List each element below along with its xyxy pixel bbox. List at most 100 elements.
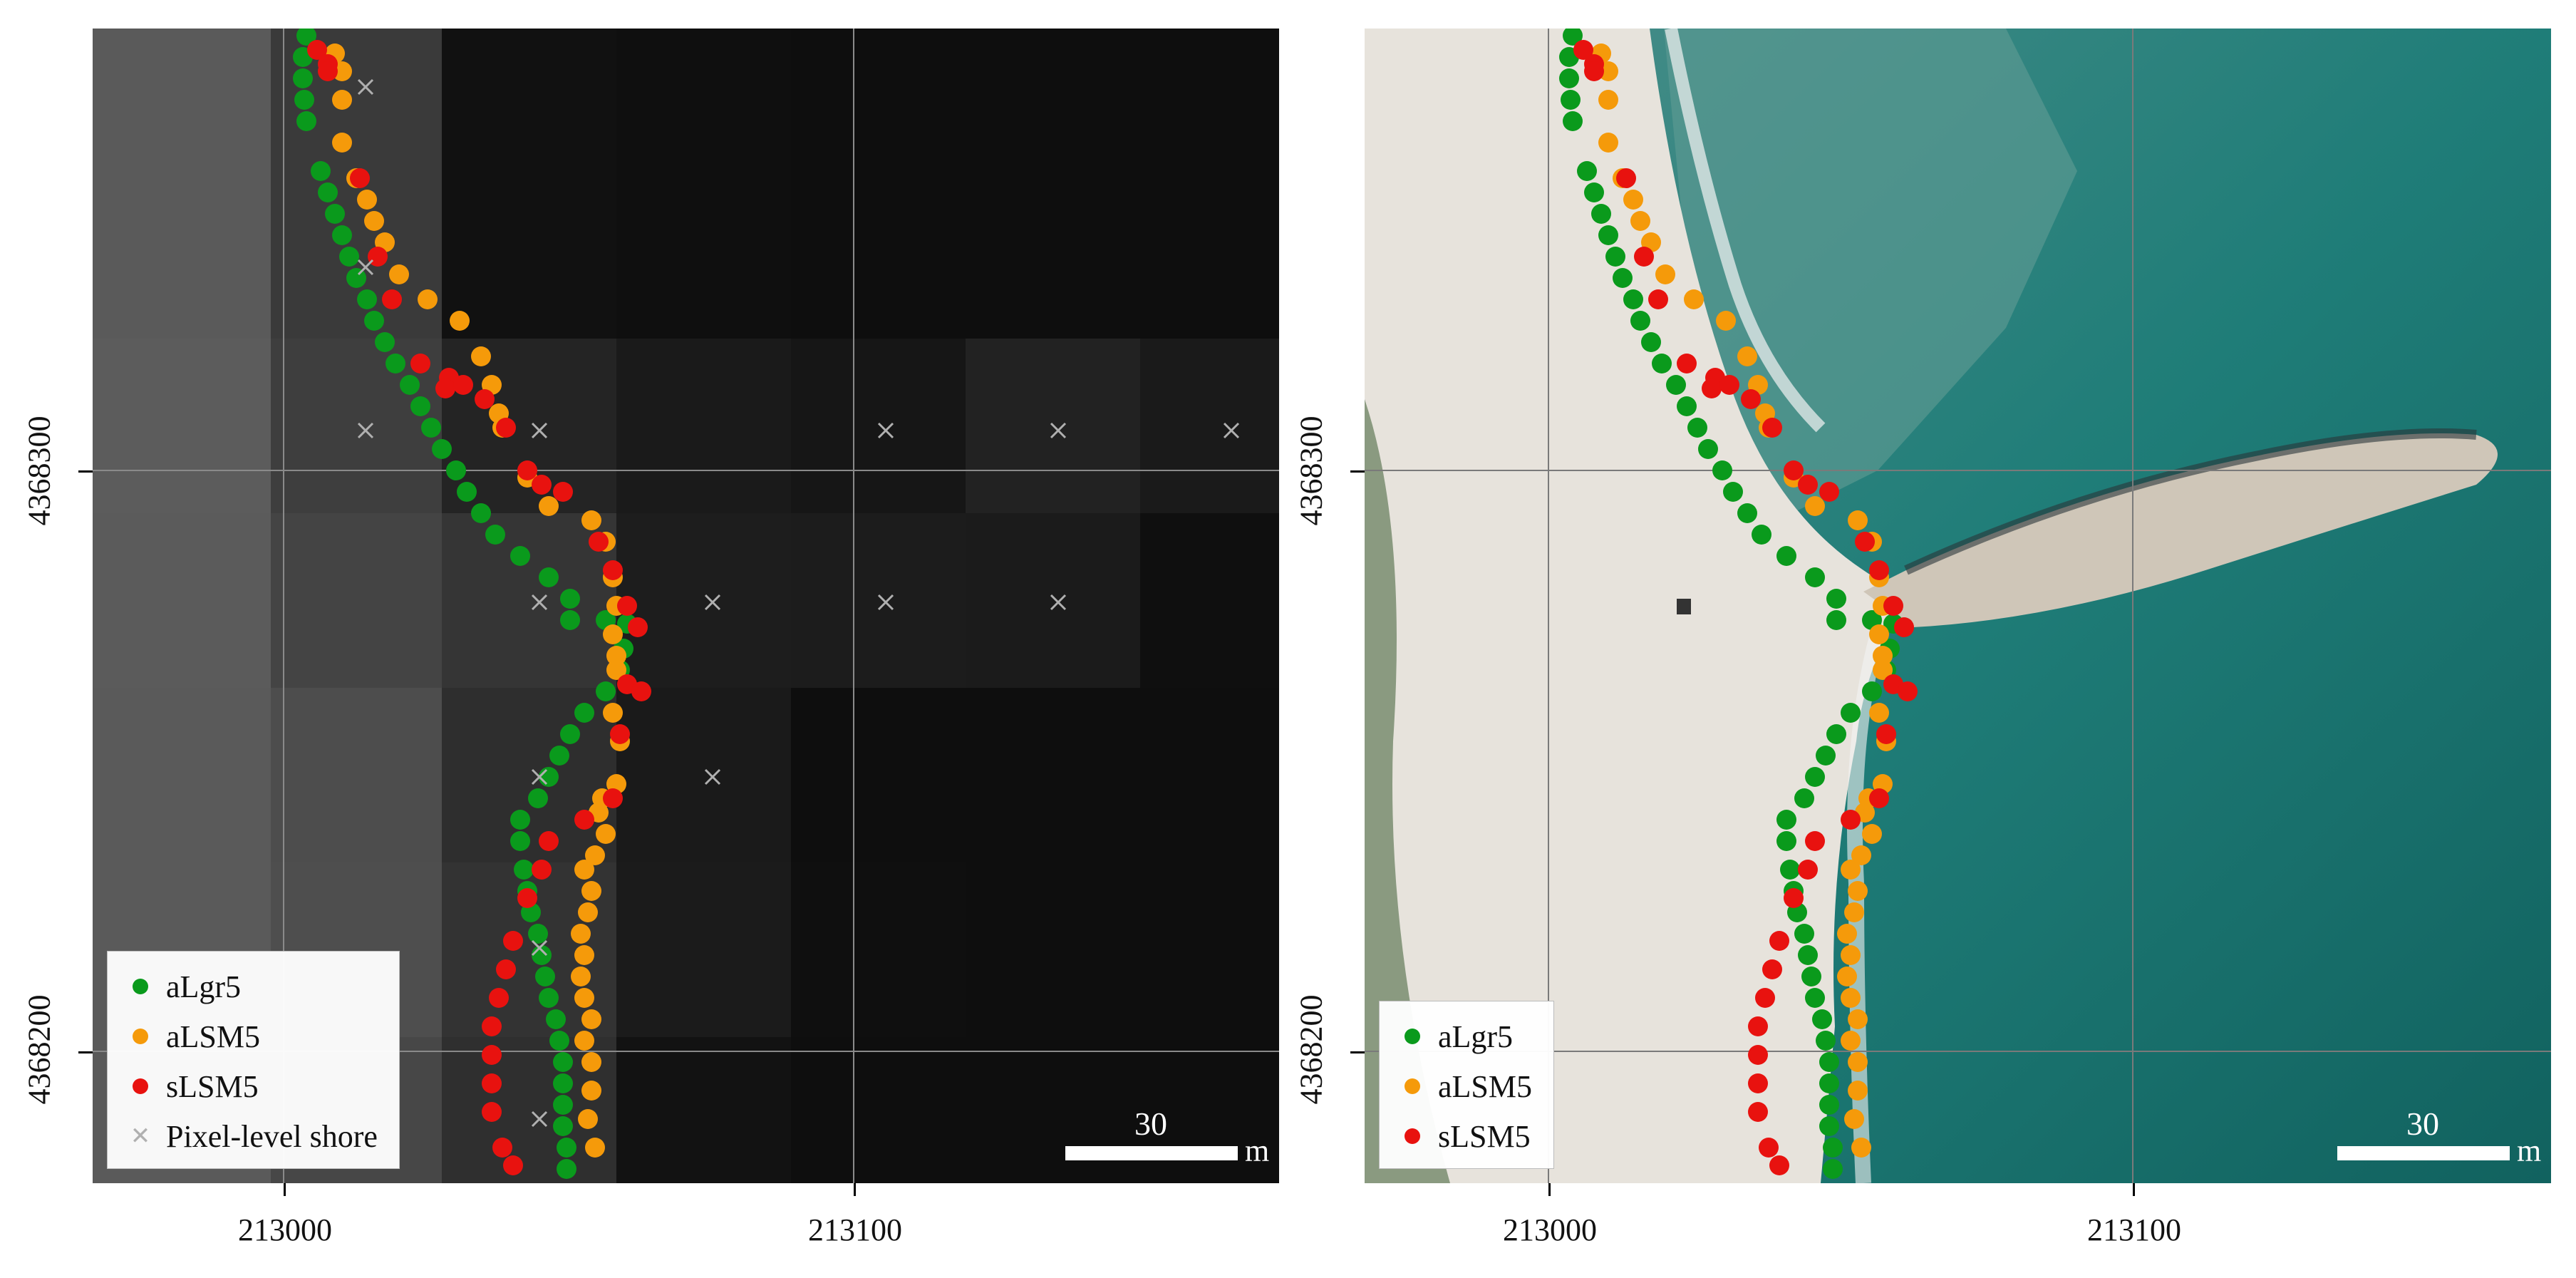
alsm5-point [1841,988,1861,1008]
alsm5-point [603,703,623,723]
slsm5-point [1741,389,1761,409]
slsm5-point [1702,378,1722,398]
alsm5-point [1869,624,1889,644]
slsm5-point [1883,596,1903,616]
slsm5-point [482,1102,502,1122]
algr5-point [471,503,491,523]
slsm5-point [1755,988,1775,1008]
scale-line [1065,1146,1238,1160]
alsm5-point [574,988,594,1008]
alsm5-point [574,1031,594,1051]
alsm5-point [1598,133,1618,153]
slsm5-point [1784,888,1804,908]
beach-sand [1365,29,1906,1183]
pixel-shore-x-mark [877,422,894,439]
alsm5-point [578,1109,598,1129]
y-tick-label: 4368200 [21,994,57,1105]
slsm5-point [1841,810,1861,830]
alsm5-point [1837,967,1857,986]
image-pixel [1140,862,1279,1037]
shoreline-map-left [93,29,1279,1183]
algr5-point [432,439,452,459]
slsm5-point [492,1138,512,1158]
algr5-point [332,225,352,245]
algr5-point [296,29,316,46]
alsm5-point [450,311,470,331]
image-pixel [1140,339,1279,513]
algr5-point [557,1159,576,1179]
image-pixel [616,688,791,862]
algr5-point [457,482,477,502]
alsm5-point [596,824,616,844]
legend-label: aLSM5 [166,1019,260,1054]
pixel-shore-x-mark [1050,422,1067,439]
slsm5-point [482,1073,502,1093]
y-tick-mark [78,1051,93,1053]
legend-item-pixel-shore: ✕ Pixel-level shore [120,1111,378,1161]
x-tick-mark [2133,1183,2135,1196]
image-pixel [442,164,616,339]
alsm5-point [389,264,409,284]
algr5-point [296,111,316,131]
algr5-point [539,767,559,787]
slsm5-point [1869,560,1889,580]
alsm5-point [606,660,626,680]
algr5-point [514,860,534,880]
scale-unit: m [2517,1133,2542,1168]
image-pixel [1140,164,1279,339]
algr5-point [294,90,314,110]
algr5-point [375,332,395,352]
slsm5-point [307,40,327,60]
algr5-point [1801,967,1821,986]
algr5-point [553,1116,573,1136]
algr5-point [549,1031,569,1051]
pixel-shore-x-mark [531,1110,548,1128]
slsm5-point [503,931,523,951]
legend-item-algr5: aLgr5 [120,962,378,1011]
algr5-point [1605,247,1625,267]
legend-item-slsm5: sLSM5 [120,1061,378,1111]
y-tick-mark [1350,1051,1365,1053]
x-tick-label: 213000 [238,1212,332,1247]
alsm5-point [1873,660,1893,680]
algr5-point [1666,375,1686,395]
shoreline-map-right [1365,29,2551,1183]
legend-label: aLSM5 [1438,1068,1532,1104]
image-pixel [442,513,616,688]
image-pixel [791,29,966,164]
algr5-point [1677,396,1697,416]
algr5-point [339,247,359,267]
image-pixel [791,1037,966,1183]
alsm5-point [1841,1031,1861,1051]
y-tick-mark [1350,470,1365,473]
slsm5-point [1573,40,1593,60]
alsm5-point [1598,90,1618,110]
image-pixel [1140,513,1279,688]
slsm5-point [1819,482,1839,502]
algr5-point [560,589,580,609]
alsm5-point [585,845,605,865]
image-pixel [791,339,966,513]
algr5-point [1630,311,1650,331]
algr5-point [1561,90,1581,110]
algr5-point [1819,1095,1839,1115]
red-dot-icon [133,1078,148,1094]
image-pixel [93,164,271,339]
slsm5-point [318,61,338,81]
slsm5-point [1648,289,1668,309]
algr5-point [1598,225,1618,245]
alsm5-point [571,924,591,944]
legend-label: sLSM5 [1438,1118,1531,1154]
alsm5-point [1716,311,1736,331]
y-tick-mark [78,470,93,473]
algr5-point [1563,111,1583,131]
algr5-point [1652,354,1672,373]
algr5-point [1776,831,1796,851]
wave-foam [1665,29,1826,433]
map-panel-pixel-image[interactable]: aLgr5 aLSM5 sLSM5 ✕ Pixel-level shore 30… [93,29,1279,1183]
image-pixel [616,1037,791,1183]
alsm5-point [1873,646,1893,666]
pixel-shore-x-mark [357,259,374,276]
algr5-point [1823,1138,1843,1158]
map-panel-aerial-image[interactable]: aLgr5 aLSM5 sLSM5 30 m [1365,29,2551,1183]
